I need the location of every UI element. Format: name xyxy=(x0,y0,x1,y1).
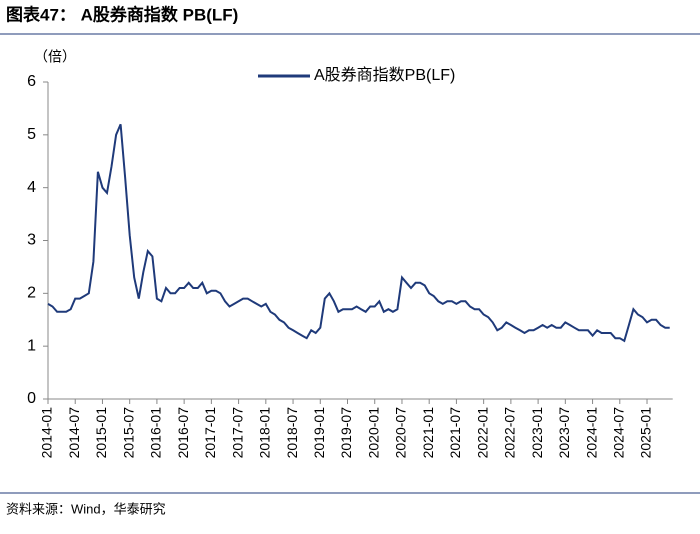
x-tick-label: 2025-01 xyxy=(638,407,654,459)
source: 资料来源：Wind，华泰研究 xyxy=(6,501,166,516)
y-tick-label: 2 xyxy=(27,285,36,302)
x-tick-label: 2021-01 xyxy=(420,407,436,459)
x-tick-label: 2019-01 xyxy=(311,407,327,459)
data-line xyxy=(47,123,670,343)
x-tick-label: 2014-07 xyxy=(66,407,82,459)
legend-label: A股券商指数PB(LF) xyxy=(314,66,455,84)
x-tick-label: 2020-07 xyxy=(393,407,409,459)
x-tick-label: 2017-01 xyxy=(202,407,218,459)
x-tick-label: 2018-01 xyxy=(257,407,273,459)
y-tick-label: 6 xyxy=(27,73,36,90)
x-tick-label: 2023-07 xyxy=(556,407,572,459)
x-tick-label: 2024-07 xyxy=(610,407,626,459)
x-tick-label: 2022-07 xyxy=(502,407,518,459)
x-tick-label: 2018-07 xyxy=(284,407,300,459)
y-tick-label: 5 xyxy=(27,126,36,143)
y-tick-label: 1 xyxy=(27,337,36,354)
x-tick-label: 2024-01 xyxy=(583,407,599,459)
x-tick-label: 2021-07 xyxy=(447,407,463,459)
x-tick-label: 2015-07 xyxy=(120,407,136,459)
y-unit: （倍） xyxy=(34,49,76,65)
x-tick-label: 2017-07 xyxy=(229,407,245,459)
x-tick-label: 2016-07 xyxy=(175,407,191,459)
x-tick-label: 2014-01 xyxy=(39,407,55,459)
x-tick-label: 2022-01 xyxy=(474,407,490,459)
y-tick-label: 0 xyxy=(27,390,36,407)
y-tick-label: 4 xyxy=(27,179,36,196)
x-tick-label: 2016-01 xyxy=(148,407,164,459)
y-tick-label: 3 xyxy=(27,232,36,249)
x-tick-label: 2020-01 xyxy=(365,407,381,459)
x-tick-label: 2023-01 xyxy=(529,407,545,459)
x-tick-label: 2019-07 xyxy=(338,407,354,459)
x-tick-label: 2015-01 xyxy=(93,407,109,459)
chart-title: 图表47： A股券商指数 PB(LF) xyxy=(6,4,238,24)
